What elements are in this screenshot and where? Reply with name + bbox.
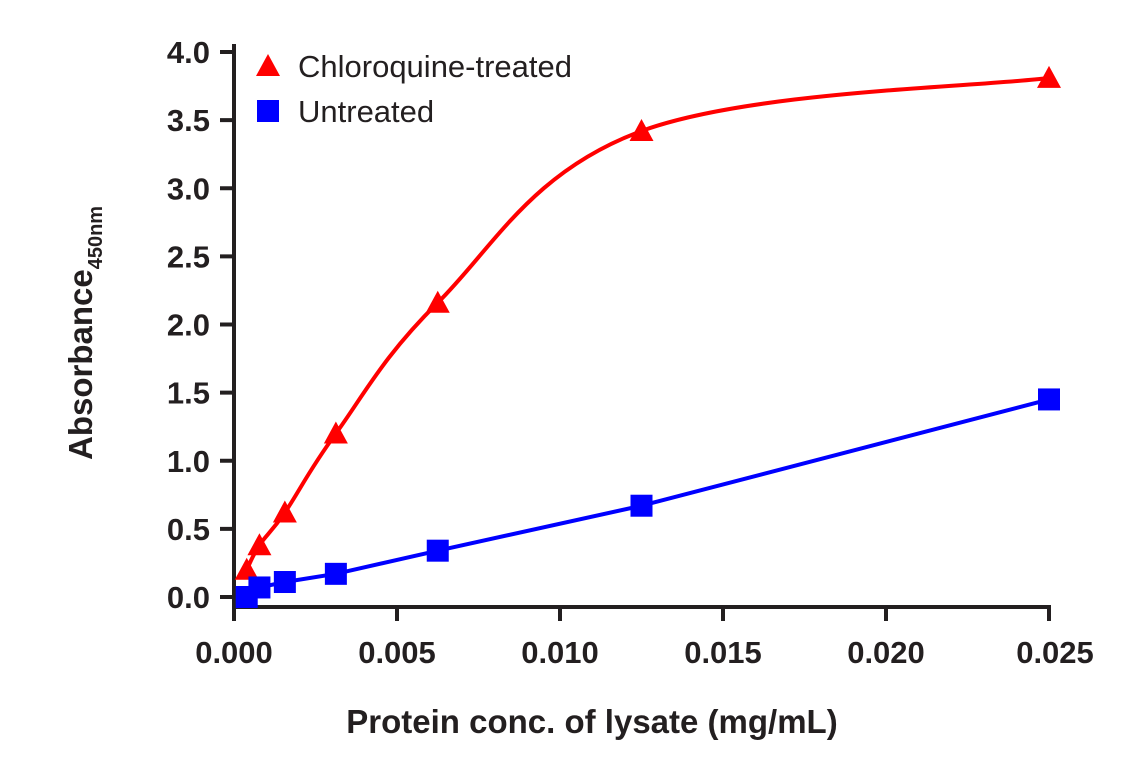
axes: 0.0 0.5 1.0 1.5 2.0 2.5 3.0 3.5 4.0 0.000 0.005 0.0…	[167, 35, 1094, 670]
y-tick-label: 3.5	[167, 103, 210, 138]
y-axis-label: Absorbance450nm	[62, 206, 107, 460]
y-tick-label: 2.0	[167, 308, 210, 343]
triangle-marker	[234, 557, 259, 580]
series-chloroquine-treated	[234, 65, 1061, 580]
x-axis-label: Protein conc. of lysate (mg/mL)	[346, 703, 837, 740]
series-layer	[234, 65, 1061, 608]
legend-item: Chloroquine-treated	[256, 49, 572, 84]
triangle-marker	[256, 54, 280, 76]
square-marker	[324, 562, 347, 585]
square-marker	[426, 539, 449, 562]
legend: Chloroquine-treated Untreated	[256, 49, 572, 129]
legend-item: Untreated	[257, 94, 434, 129]
y-axis-label-main: Absorbance	[62, 269, 99, 460]
x-tick-label: 0.025	[1016, 635, 1094, 670]
triangle-marker	[272, 500, 297, 523]
square-marker	[1038, 388, 1060, 411]
x-tick-label: 0.000	[195, 635, 273, 670]
x-tick-label: 0.020	[847, 635, 925, 670]
x-tick-label: 0.015	[684, 635, 762, 670]
square-marker	[248, 576, 271, 599]
series-untreated	[235, 388, 1060, 608]
square-marker	[630, 494, 653, 517]
triangle-marker	[1037, 65, 1061, 88]
y-axis-label-subscript: 450nm	[85, 206, 107, 269]
series-line	[244, 75, 1050, 571]
y-tick-label: 0.5	[167, 512, 210, 547]
y-tick-label: 2.5	[167, 239, 210, 274]
square-marker	[257, 100, 279, 122]
triangle-marker	[323, 421, 348, 444]
y-tick-label: 3.0	[167, 171, 210, 206]
legend-label: Untreated	[298, 94, 434, 129]
x-tick-label: 0.010	[521, 635, 599, 670]
y-tick-label: 1.5	[167, 376, 210, 411]
y-tick-label: 1.0	[167, 444, 210, 479]
legend-label: Chloroquine-treated	[298, 49, 572, 84]
y-tick-label: 4.0	[167, 35, 210, 70]
x-tick-label: 0.005	[358, 635, 436, 670]
triangle-marker	[629, 119, 654, 142]
triangle-marker	[247, 533, 272, 556]
triangle-marker	[425, 290, 450, 313]
y-tick-label: 0.0	[167, 580, 210, 615]
square-marker	[273, 571, 296, 594]
